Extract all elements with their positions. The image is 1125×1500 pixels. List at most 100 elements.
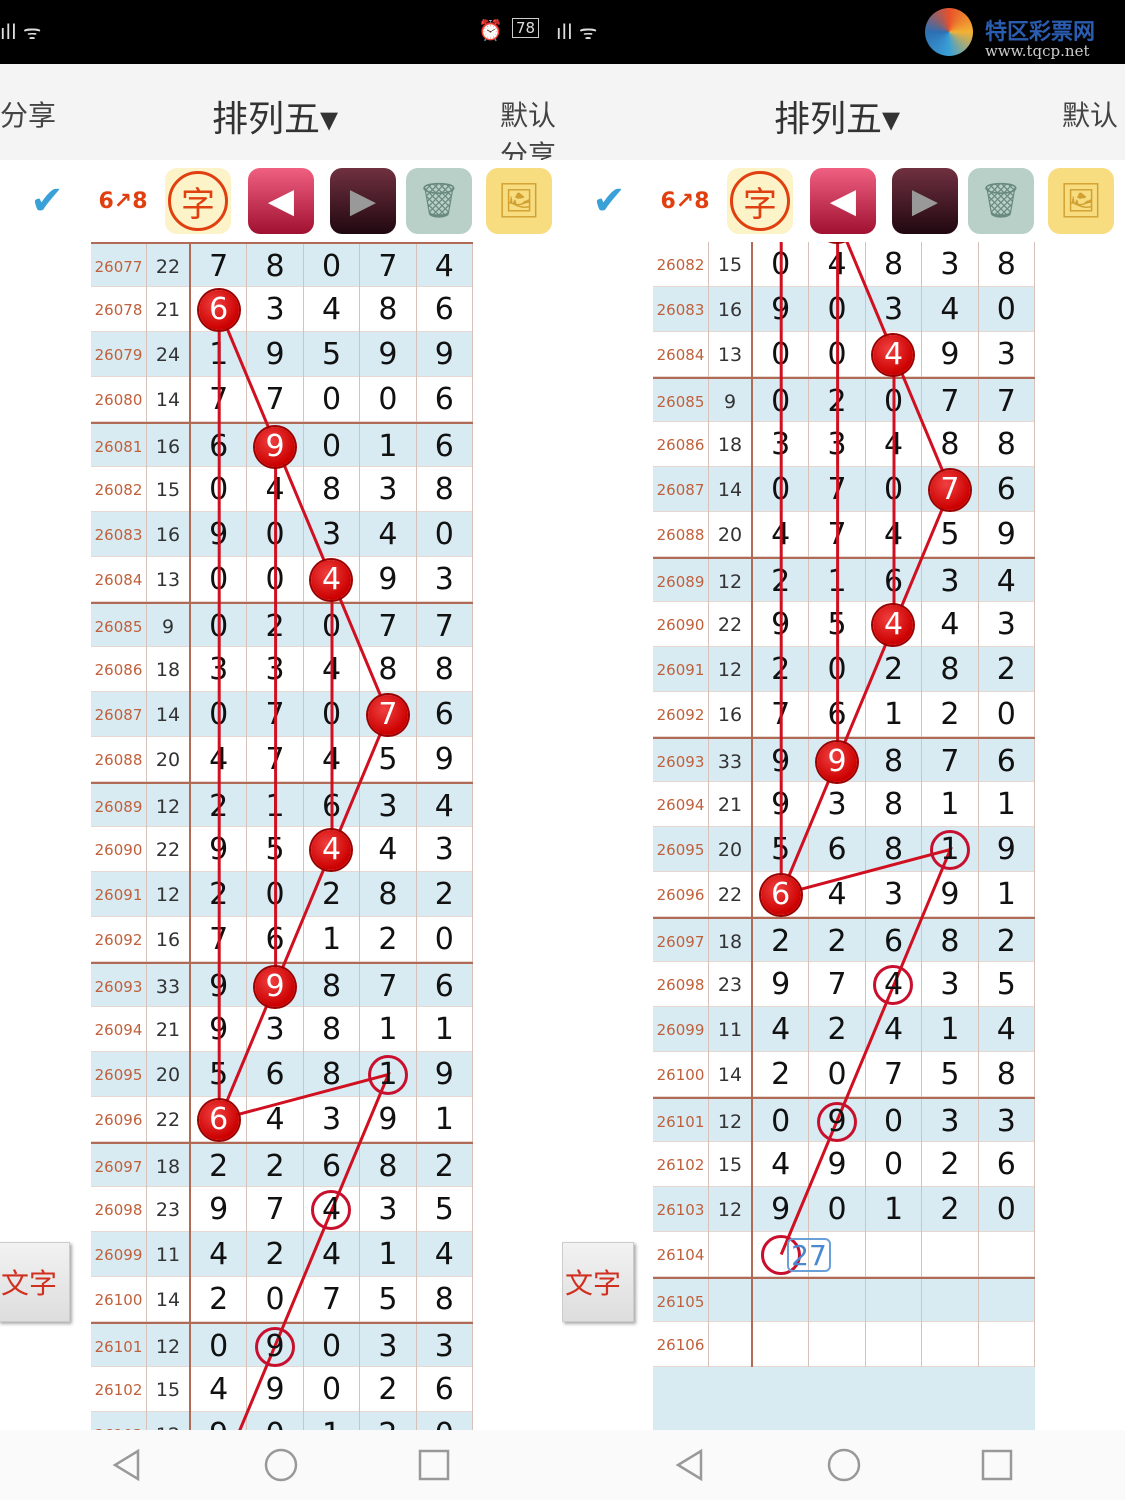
folder-icon[interactable]: 🖼	[1048, 168, 1114, 234]
sum-cell: 9	[147, 604, 191, 649]
char-mode-button[interactable]: 字	[727, 168, 793, 234]
back-icon[interactable]	[673, 1448, 707, 1482]
digit-cell: 27	[753, 1232, 831, 1277]
digit-cell: 0	[247, 1277, 304, 1322]
digit-cell: 2	[247, 1144, 304, 1189]
default-share-button[interactable]: 默认	[1062, 99, 1119, 132]
forward-arrow-icon[interactable]: ▶	[892, 168, 958, 234]
digit-cell: 2	[191, 1277, 248, 1322]
digit-cell: 8	[922, 647, 979, 692]
sum-cell: 16	[147, 424, 191, 469]
digit: 6	[321, 789, 342, 824]
digit: 0	[771, 384, 791, 419]
digit-cell: 7	[247, 692, 304, 737]
digit-cell: 4	[866, 962, 923, 1007]
digit-cell: 0	[753, 1099, 810, 1144]
check-search-icon[interactable]: ✔	[30, 178, 64, 224]
digit-cell: 9	[417, 1052, 473, 1097]
digit-cell: 3	[247, 647, 304, 692]
digit: 2	[827, 384, 847, 419]
sum-cell: 14	[147, 692, 191, 737]
digit: 0	[209, 1329, 229, 1364]
forward-arrow-icon[interactable]: ▶	[330, 168, 396, 234]
digit: 4	[771, 1147, 791, 1182]
home-icon[interactable]	[264, 1448, 298, 1482]
trash-icon[interactable]: 🗑	[406, 168, 472, 234]
digit-cell: 7	[809, 512, 866, 557]
digit: 3	[883, 877, 904, 912]
digit: 2	[209, 789, 229, 824]
digit: 2	[996, 652, 1016, 687]
sum-cell: 12	[709, 559, 753, 604]
period-cell: 26092	[653, 692, 709, 737]
digit-cell: 0	[809, 1052, 866, 1097]
folder-icon[interactable]: 🖼	[486, 168, 552, 234]
trend-6-8-icon[interactable]: 6↗8	[660, 188, 710, 214]
lottery-type-dropdown[interactable]: 排列五▾	[212, 99, 339, 140]
digit-cell: 8	[360, 1144, 417, 1189]
digit-cell: 5	[753, 827, 810, 872]
digit: 9	[940, 877, 960, 912]
digit: 5	[209, 1057, 229, 1092]
table-row: 26094 21 9 3 8 1 1	[91, 1007, 473, 1052]
back-arrow-icon[interactable]: ◀	[248, 168, 314, 234]
digit-cell: 2	[753, 647, 810, 692]
digit-cell: 4	[866, 602, 923, 647]
char-mode-button[interactable]: 字	[165, 168, 231, 234]
digit: 8	[321, 1057, 342, 1092]
digit-cell: 4	[809, 242, 866, 287]
back-arrow-icon[interactable]: ◀	[810, 168, 876, 234]
digit-cell: 2	[247, 1232, 304, 1277]
home-icon[interactable]	[827, 1448, 861, 1482]
digit: 3	[771, 427, 791, 462]
digit: 6	[321, 1149, 342, 1184]
digit: 1	[827, 564, 847, 599]
sum-cell: 13	[147, 557, 191, 602]
trend-6-8-icon[interactable]: 6↗8	[98, 188, 148, 214]
trash-icon[interactable]: 🗑	[968, 168, 1034, 234]
share-button[interactable]: 分享	[0, 99, 57, 132]
digit-cell: 1	[360, 1007, 417, 1052]
digit-cell: 9	[247, 964, 304, 1009]
digit-cell: 8	[979, 422, 1035, 467]
digit-cell: 6	[191, 287, 248, 332]
digit-cell: 2	[247, 604, 304, 649]
recents-icon[interactable]	[417, 1448, 451, 1482]
table-row: 26097 18 2 2 6 8 2	[653, 917, 1035, 964]
digit-cell: 8	[360, 287, 417, 332]
sum-cell: 11	[709, 1007, 753, 1052]
digit: 8	[434, 472, 454, 507]
sum-cell: 15	[709, 1142, 753, 1187]
highlight-circle: 1	[367, 1054, 408, 1095]
sum-cell: 14	[709, 1052, 753, 1097]
sum-cell: 14	[709, 467, 753, 512]
back-icon[interactable]	[110, 1448, 144, 1482]
digit: 9	[771, 787, 791, 822]
text-mode-button[interactable]: 文字	[0, 1242, 70, 1322]
digit: 4	[209, 1372, 229, 1407]
digit: 8	[378, 292, 398, 327]
digit: 6	[434, 292, 454, 327]
digit: 9	[827, 1147, 847, 1182]
digit: 9	[378, 562, 398, 597]
digit-cell: 6	[247, 917, 304, 962]
digit: 0	[771, 247, 791, 282]
digit: 7	[771, 697, 791, 732]
text-mode-button[interactable]: 文字	[562, 1242, 634, 1322]
digit: 0	[771, 472, 791, 507]
digit-cell: 4	[304, 827, 361, 872]
table-row: 26104 27	[653, 1232, 1035, 1277]
lottery-type-dropdown[interactable]: 排列五▾	[774, 99, 901, 140]
signal-icon: ıll ᯤ	[556, 20, 598, 44]
digit-cell: 1	[247, 784, 304, 829]
recents-icon[interactable]	[980, 1448, 1014, 1482]
digit-cell: 0	[191, 604, 248, 649]
digit: 0	[827, 652, 847, 687]
table-row: 26091 12 2 0 2 8 2	[91, 872, 473, 917]
sum-cell: 16	[147, 512, 191, 557]
digit-cell: 7	[247, 1187, 304, 1232]
digit-cell: 3	[809, 422, 866, 467]
check-search-icon[interactable]: ✔	[592, 178, 626, 224]
sum-cell: 15	[709, 242, 753, 287]
digit: 2	[321, 877, 342, 912]
